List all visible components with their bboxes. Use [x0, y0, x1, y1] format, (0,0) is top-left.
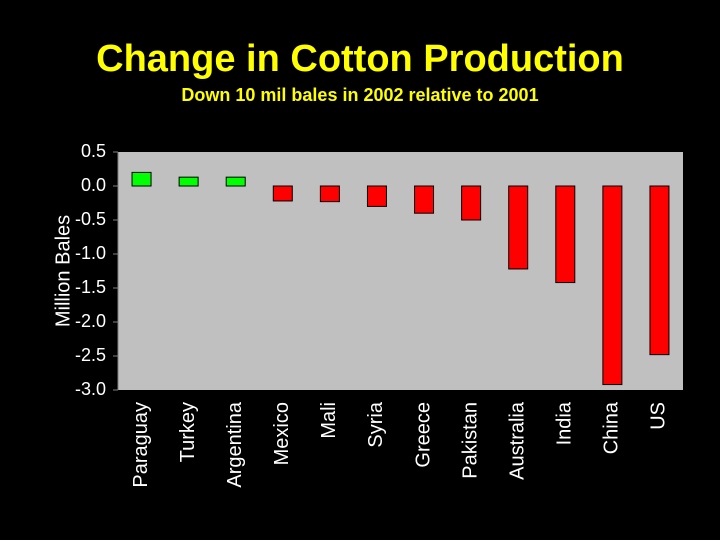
- y-tick-label: -3.0: [75, 379, 106, 399]
- x-category-label: India: [554, 401, 576, 445]
- x-category-label: Mali: [318, 402, 340, 439]
- bar: [366, 185, 387, 207]
- x-category-label: Argentina: [224, 401, 246, 487]
- y-tick-label: -1.0: [75, 243, 106, 263]
- x-category-label: Greece: [412, 402, 434, 468]
- y-tick-label: 0.5: [81, 141, 106, 161]
- bar: [178, 176, 199, 187]
- bar: [414, 185, 435, 214]
- y-tick-label: 0.0: [81, 175, 106, 195]
- x-category-label: Turkey: [177, 402, 199, 462]
- bar: [319, 185, 340, 203]
- bar: [461, 185, 482, 221]
- x-category-label: US: [648, 402, 670, 430]
- y-tick-label: -2.0: [75, 311, 106, 331]
- x-category-label: Mexico: [271, 402, 293, 465]
- bar: [225, 176, 246, 187]
- y-tick-label: -0.5: [75, 209, 106, 229]
- bar: [131, 171, 152, 187]
- x-category-label: China: [601, 401, 623, 454]
- x-category-label: Syria: [365, 401, 387, 447]
- chart-title: Change in Cotton Production: [96, 38, 624, 80]
- x-category-label: Australia: [506, 401, 528, 480]
- bar: [602, 185, 623, 386]
- bar: [555, 185, 576, 284]
- y-axis-label: Million Bales: [52, 215, 74, 327]
- bar: [649, 185, 670, 356]
- x-category-label: Pakistan: [459, 402, 481, 479]
- x-category-label: Paraguay: [130, 402, 152, 488]
- y-tick-label: -1.5: [75, 277, 106, 297]
- chart-subtitle: Down 10 mil bales in 2002 relative to 20…: [181, 85, 539, 105]
- bar: [508, 185, 529, 270]
- y-tick-label: -2.5: [75, 345, 106, 365]
- plot-area: [118, 152, 683, 390]
- bar: [272, 185, 293, 202]
